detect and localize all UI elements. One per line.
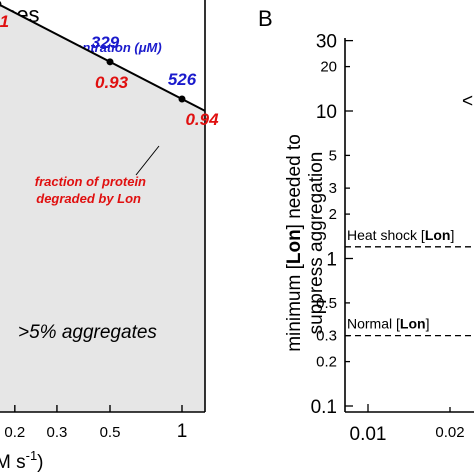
y-tick-label: 2 (329, 206, 337, 223)
data-point (0, 1, 2, 7)
ref-label-lon: Lon (400, 316, 426, 332)
data-point (106, 58, 114, 66)
y-tick-label: 0.1 (311, 397, 337, 418)
panel-b-reference-lines: Heat shock [Lon]Normal [Lon] (345, 227, 474, 337)
data-point (178, 95, 186, 103)
reference-line-label: Heat shock [Lon] (347, 227, 454, 243)
y-tick-label: 5 (329, 147, 337, 164)
panel-b-y-ticks: 30 20 10 5 3 2 1 0.5 0.3 0.2 0.1 (311, 32, 353, 418)
y-tick-label: 0.2 (316, 354, 337, 371)
y-label-line2: suppress aggregation (306, 152, 327, 335)
y-tick-label: 0.3 (316, 328, 337, 345)
steady-state-value: 526 (168, 70, 197, 89)
ref-label-post: ] (450, 227, 454, 243)
panel-b: B minimum [Lon] needed to suppress aggre… (258, 6, 474, 445)
y-label-pre: minimum [ (284, 263, 305, 351)
x-label-close: ) (37, 452, 43, 473)
x-tick-label: 0.01 (350, 424, 387, 445)
aggregation-shaded-region (0, 4, 205, 412)
x-tick-label: 0.02 (435, 424, 464, 441)
x-label-units: M s (0, 452, 26, 473)
aggregates-region-label: >5% aggregates (18, 322, 157, 343)
panel-a-x-ticks: 0.2 0.3 0.5 1 (4, 405, 187, 442)
x-tick-label: 1 (177, 421, 188, 442)
x-tick-label: 0.5 (100, 424, 121, 441)
ref-label-pre: Heat shock [ (347, 227, 425, 243)
fraction-degraded-value: 0.93 (95, 73, 129, 92)
fraction-annotation-arrow (135, 145, 160, 176)
y-tick-label: 20 (320, 59, 337, 76)
reference-line-label: Normal [Lon] (347, 316, 429, 332)
y-label-post: ] needed to (284, 134, 305, 229)
y-tick-label: 30 (316, 32, 337, 53)
y-label-line1: minimum [Lon] needed to (284, 134, 305, 352)
x-tick-label: 0.2 (4, 424, 25, 441)
y-tick-label: 10 (316, 102, 337, 123)
fraction-annotation-line2: degraded by Lon (36, 191, 141, 206)
x-label-exponent: -1 (26, 448, 38, 463)
ref-label-lon: Lon (425, 227, 451, 243)
panel-a: mes e state concentration (μM) 0.20.30.5… (0, 0, 219, 473)
y-tick-label: 1 (326, 250, 337, 271)
fraction-annotation-line1: fraction of protein (35, 174, 146, 189)
aggregation-boundary-line (0, 3, 206, 112)
panel-b-y-axis-label: minimum [Lon] needed to suppress aggrega… (284, 134, 327, 352)
y-tick-label: 0.5 (316, 295, 337, 312)
steady-state-value: 329 (91, 33, 120, 52)
ref-label-post: ] (426, 316, 430, 332)
panel-b-x-ticks: 0.01 0.02 (350, 404, 465, 445)
fraction-degraded-value: 0.94 (185, 110, 219, 129)
ref-label-pre: Normal [ (347, 316, 400, 332)
partial-marker: < (462, 91, 473, 112)
x-tick-label: 0.3 (47, 424, 68, 441)
panel-a-x-axis-label: M s-1) (0, 448, 44, 473)
panel-b-letter: B (258, 6, 273, 31)
y-tick-label: 3 (329, 180, 337, 197)
fraction-degraded-value: 0.91 (0, 12, 9, 31)
y-label-lon: Lon (284, 229, 305, 264)
